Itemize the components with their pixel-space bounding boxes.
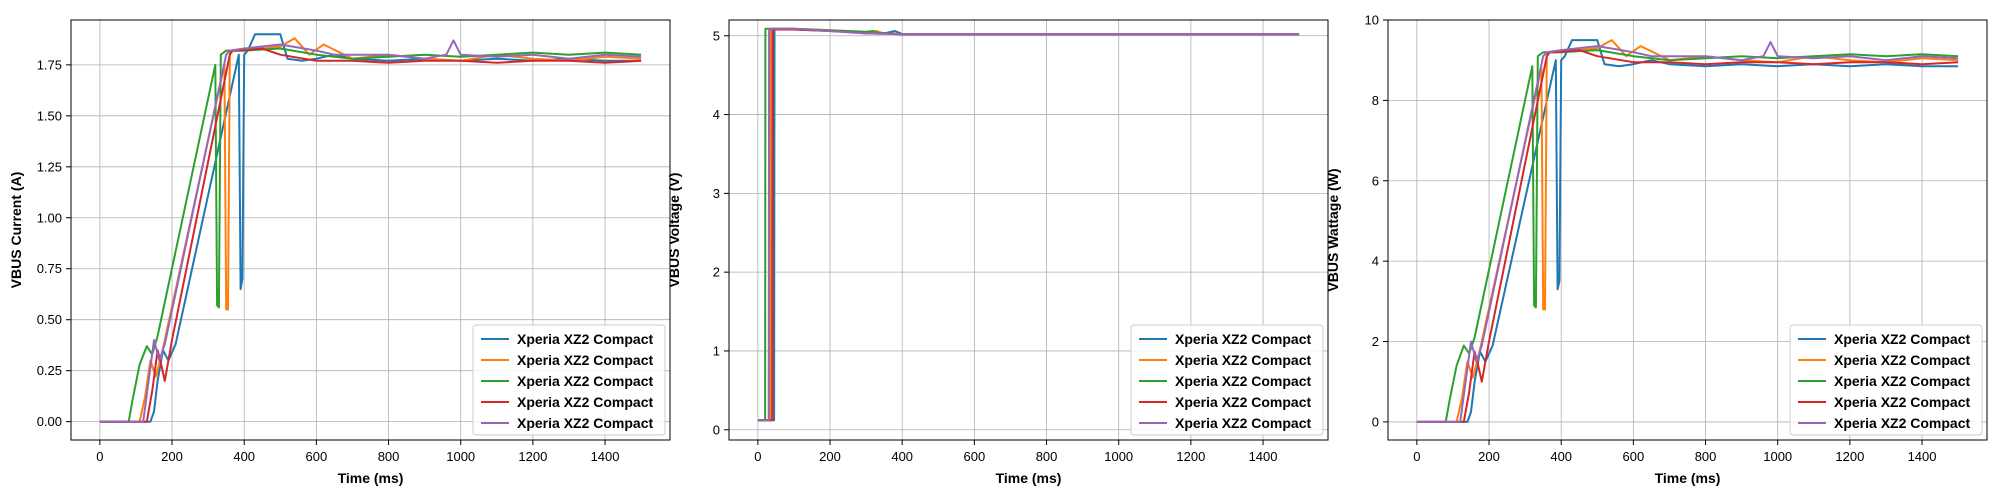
legend-label: Xperia XZ2 Compact xyxy=(517,394,653,410)
x-tick-label: 800 xyxy=(1695,449,1717,464)
x-tick-label: 1400 xyxy=(1908,449,1937,464)
y-tick-label: 1.75 xyxy=(37,57,62,72)
x-tick-label: 0 xyxy=(1413,449,1420,464)
legend-label: Xperia XZ2 Compact xyxy=(517,373,653,389)
x-tick-label: 0 xyxy=(754,449,761,464)
x-tick-label: 1000 xyxy=(1763,449,1792,464)
x-tick-label: 600 xyxy=(1623,449,1645,464)
legend-label: Xperia XZ2 Compact xyxy=(1175,373,1311,389)
y-tick-label: 0 xyxy=(713,422,720,437)
series-group xyxy=(1416,39,1959,423)
legend-label: Xperia XZ2 Compact xyxy=(1175,394,1311,410)
series-group xyxy=(99,33,642,423)
legend-label: Xperia XZ2 Compact xyxy=(517,352,653,368)
x-tick-label: 400 xyxy=(891,449,913,464)
y-tick-label: 0 xyxy=(1372,414,1379,429)
legend: Xperia XZ2 Compact Xperia XZ2 Compact Xper… xyxy=(472,324,666,436)
y-tick-label: 4 xyxy=(713,107,720,122)
legend-box xyxy=(1130,324,1324,436)
chart-panel-3: 0 200 400 600 800 1000 1200 1400 0 2 4 6 8 10 Time (ms… xyxy=(1325,13,1988,486)
y-tick-label: 6 xyxy=(1372,173,1379,188)
x-axis-label: Time (ms) xyxy=(1655,470,1721,486)
y-tick-label: 0.50 xyxy=(37,312,62,327)
x-tick-label: 600 xyxy=(964,449,986,464)
x-tick-label: 1200 xyxy=(518,449,547,464)
legend-label: Xperia XZ2 Compact xyxy=(1834,373,1970,389)
legend-box xyxy=(472,324,666,436)
legend-label: Xperia XZ2 Compact xyxy=(1834,415,1970,431)
x-tick-label: 200 xyxy=(819,449,841,464)
axes-frame xyxy=(728,19,1329,441)
chart-panel-2: 0 200 400 600 800 1000 1200 1400 0 1 2 3 4 5 Time (ms)… xyxy=(666,19,1329,486)
x-tick-label: 1200 xyxy=(1176,449,1205,464)
y-tick-label: 10 xyxy=(1365,13,1379,28)
x-tick-label: 800 xyxy=(378,449,400,464)
axes-frame xyxy=(70,19,671,441)
y-tick-label: 0.75 xyxy=(37,261,62,276)
y-tick-label: 5 xyxy=(713,28,720,43)
y-tick-label: 3 xyxy=(713,186,720,201)
y-axis-label: VBUS Current (A) xyxy=(8,172,24,289)
x-axis-label: Time (ms) xyxy=(996,470,1062,486)
axes-frame xyxy=(1387,19,1988,441)
y-tick-label: 1.00 xyxy=(37,210,62,225)
y-axis-label: VBUS Wattage (W) xyxy=(1325,168,1341,291)
y-tick-label: 1.25 xyxy=(37,159,62,174)
legend-label: Xperia XZ2 Compact xyxy=(517,415,653,431)
legend-box xyxy=(1789,324,1983,436)
series-line-5 xyxy=(99,39,642,423)
x-tick-label: 1000 xyxy=(446,449,475,464)
x-tick-label: 200 xyxy=(1478,449,1500,464)
legend-label: Xperia XZ2 Compact xyxy=(1834,394,1970,410)
legend-label: Xperia XZ2 Compact xyxy=(1175,331,1311,347)
y-tick-label: 1.50 xyxy=(37,108,62,123)
legend-label: Xperia XZ2 Compact xyxy=(1175,352,1311,368)
legend-label: Xperia XZ2 Compact xyxy=(1834,331,1970,347)
x-tick-label: 400 xyxy=(233,449,255,464)
x-tick-label: 400 xyxy=(1550,449,1572,464)
chart-panel-1: 0 200 400 600 800 1000 1200 1400 0.00 0.25 0.50 0.7… xyxy=(8,19,671,486)
series-line-1 xyxy=(1416,39,1959,423)
y-tick-label: 4 xyxy=(1372,254,1379,269)
x-tick-label: 1400 xyxy=(1249,449,1278,464)
y-tick-label: 2 xyxy=(713,265,720,280)
x-tick-label: 1200 xyxy=(1835,449,1864,464)
x-tick-label: 0 xyxy=(96,449,103,464)
y-tick-label: 0.00 xyxy=(37,414,62,429)
legend-label: Xperia XZ2 Compact xyxy=(517,331,653,347)
legend: Xperia XZ2 Compact Xperia XZ2 Compact Xper… xyxy=(1789,324,1983,436)
legend: Xperia XZ2 Compact Xperia XZ2 Compact Xper… xyxy=(1130,324,1324,436)
x-axis-label: Time (ms) xyxy=(338,470,404,486)
x-tick-label: 200 xyxy=(161,449,183,464)
legend-label: Xperia XZ2 Compact xyxy=(1834,352,1970,368)
y-tick-label: 2 xyxy=(1372,334,1379,349)
series-group xyxy=(757,27,1300,422)
y-tick-label: 1 xyxy=(713,343,720,358)
y-tick-label: 8 xyxy=(1372,93,1379,108)
y-axis-label: VBUS Voltage (V) xyxy=(666,173,682,288)
x-tick-label: 800 xyxy=(1036,449,1058,464)
series-line-5 xyxy=(1416,41,1959,423)
legend-label: Xperia XZ2 Compact xyxy=(1175,415,1311,431)
series-line-5 xyxy=(757,27,1300,422)
x-tick-label: 1000 xyxy=(1104,449,1133,464)
series-line-1 xyxy=(99,33,642,423)
x-tick-label: 600 xyxy=(306,449,328,464)
x-tick-label: 1400 xyxy=(591,449,620,464)
y-tick-label: 0.25 xyxy=(37,363,62,378)
